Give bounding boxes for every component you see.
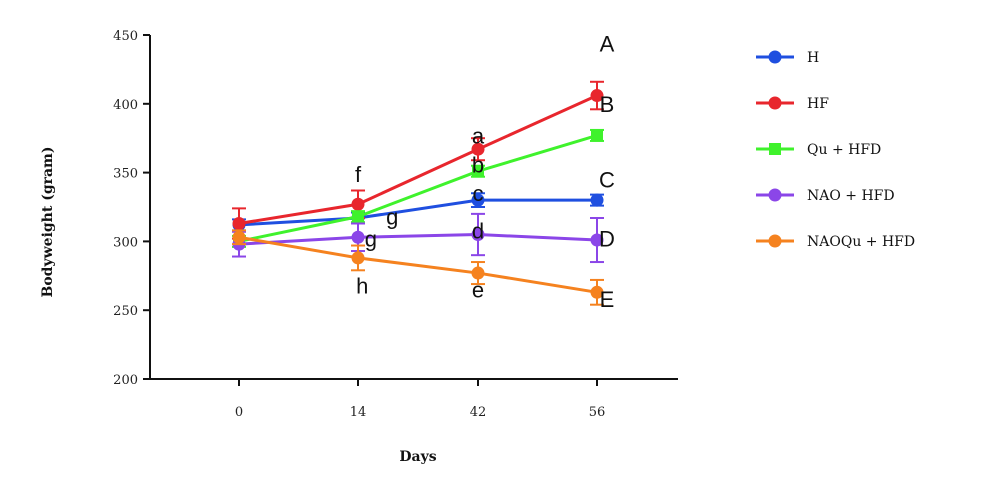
- legend-label: HF: [807, 96, 829, 112]
- legend-item: NAO + HFD: [756, 188, 895, 204]
- annotation-label: f: [355, 162, 362, 187]
- annotation-label: A: [600, 31, 615, 56]
- series-line: [238, 198, 597, 227]
- data-point: [590, 193, 604, 207]
- legend-swatch-marker: [768, 96, 782, 110]
- annotation-label: b: [472, 152, 484, 177]
- y-tick-label: 350: [113, 167, 138, 182]
- legend-label: NAOQu + HFD: [807, 234, 915, 250]
- legend-item: Qu + HFD: [756, 142, 881, 158]
- legend-item: NAOQu + HFD: [756, 234, 915, 250]
- x-axis-title: Days: [399, 449, 436, 465]
- annotation-label: d: [472, 218, 484, 243]
- data-point: [232, 230, 246, 244]
- data-point: [591, 129, 603, 142]
- y-tick-label: 200: [113, 373, 138, 388]
- series-line: [238, 134, 598, 243]
- series-naoqu-hfd: [232, 229, 604, 306]
- annotation-label: C: [599, 167, 615, 192]
- data-point: [351, 251, 365, 265]
- data-point: [232, 217, 246, 231]
- x-tick-label: 56: [589, 405, 606, 420]
- annotation-label: g: [365, 227, 377, 252]
- data-point: [472, 165, 484, 178]
- annotation-label: h: [356, 273, 368, 298]
- data-point: [351, 197, 365, 211]
- series-line: [238, 233, 598, 246]
- series-h: [232, 192, 604, 232]
- series-layer: [232, 80, 604, 306]
- data-point: [471, 193, 485, 207]
- series-line: [238, 94, 598, 225]
- legend-item: H: [756, 50, 819, 66]
- data-point: [590, 285, 604, 299]
- y-tick-label: 450: [113, 29, 138, 44]
- y-tick-label: 300: [113, 235, 138, 250]
- legend: H HF Qu + HFD NAO + HFD NAOQu + HFD: [756, 50, 915, 250]
- legend-item: HF: [756, 96, 829, 112]
- axes: 200 250 300 350 400 450 0 14 42 56: [113, 29, 678, 420]
- annotation-label: B: [600, 92, 615, 117]
- series-nao-hfd: [232, 212, 604, 264]
- legend-label: NAO + HFD: [807, 188, 895, 204]
- series-qu-hfd: [232, 128, 604, 248]
- legend-label: Qu + HFD: [807, 142, 881, 158]
- series-line: [238, 235, 598, 294]
- x-tick-label: 0: [235, 405, 243, 420]
- y-tick-label: 250: [113, 304, 138, 319]
- y-tick-label: 400: [113, 98, 138, 113]
- data-point: [590, 233, 604, 247]
- annotation-label: e: [472, 278, 484, 303]
- data-point: [590, 89, 604, 103]
- data-point: [351, 230, 365, 244]
- data-point: [471, 142, 485, 156]
- legend-swatch-marker: [768, 188, 782, 202]
- legend-label: H: [807, 50, 819, 66]
- legend-swatch-marker: [769, 143, 781, 155]
- annotation-label: c: [473, 181, 484, 206]
- data-point: [471, 228, 485, 242]
- annotation-label: D: [599, 227, 615, 252]
- series-hf: [232, 80, 604, 240]
- annotation-label: E: [600, 287, 615, 312]
- x-tick-label: 14: [350, 405, 367, 420]
- data-point: [471, 266, 485, 280]
- legend-swatch-marker: [768, 234, 782, 248]
- annotation-label: g: [386, 205, 398, 230]
- y-axis-title: Bodyweight (gram): [40, 147, 56, 298]
- data-point: [352, 210, 364, 223]
- x-tick-label: 42: [470, 405, 487, 420]
- annotation-label: a: [472, 123, 485, 148]
- legend-swatch-marker: [768, 50, 782, 64]
